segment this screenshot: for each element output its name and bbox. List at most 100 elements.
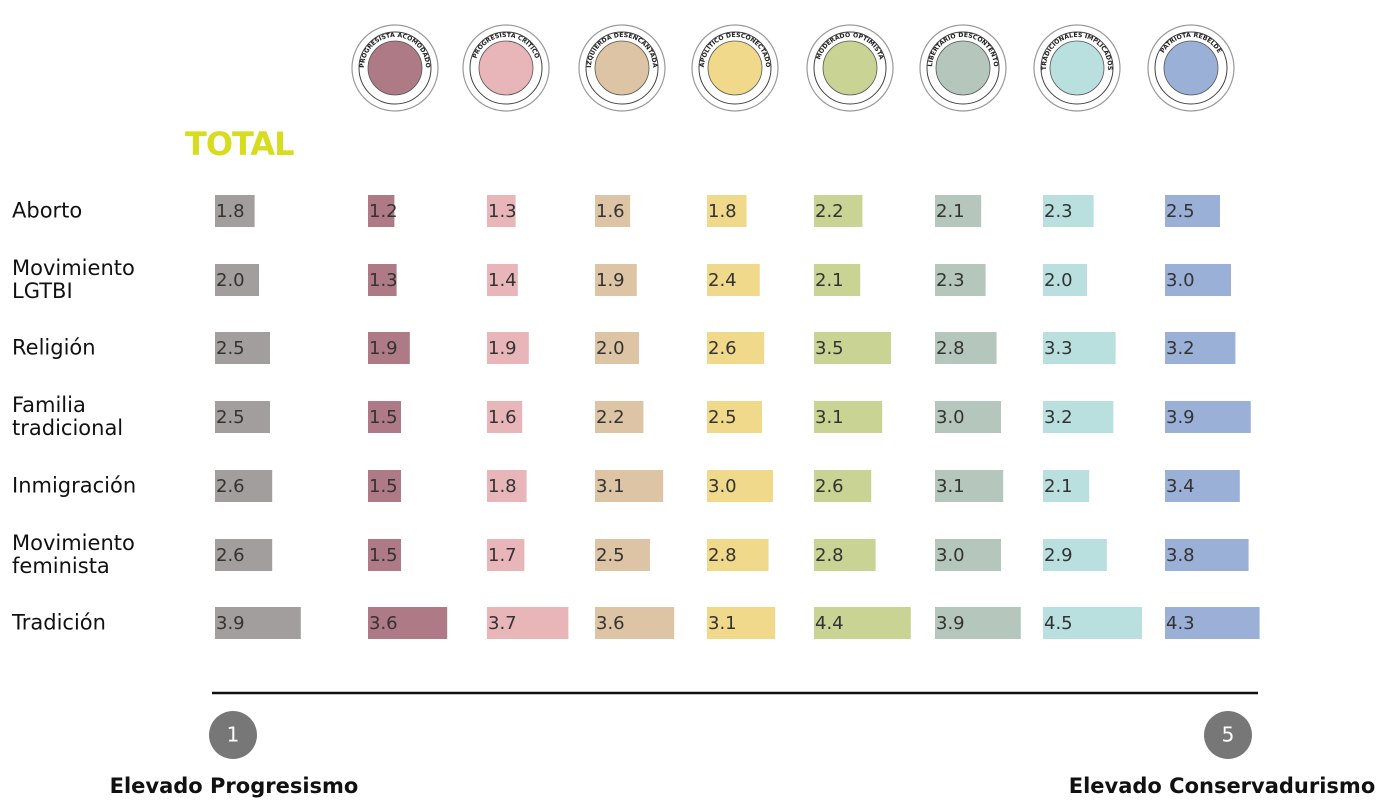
bar (814, 607, 911, 639)
value-label: 1.6 (488, 407, 517, 428)
value-label: 1.8 (488, 476, 517, 497)
row-label: Movimiento LGTBI (12, 256, 135, 303)
value-label: 1.5 (369, 476, 398, 497)
bar (707, 607, 776, 639)
value-label: 3.1 (936, 476, 965, 497)
value-label: 2.2 (596, 407, 625, 428)
bar (707, 332, 765, 364)
bar (1043, 264, 1087, 296)
bar (707, 195, 747, 227)
value-label: 1.6 (596, 201, 625, 222)
bar (368, 607, 448, 639)
value-label: 1.3 (488, 201, 517, 222)
bar (595, 195, 631, 227)
value-label: 1.3 (369, 270, 398, 291)
value-label: 4.5 (1044, 613, 1073, 634)
row-label: Aborto (12, 198, 83, 223)
bar (487, 332, 529, 364)
bar (368, 539, 401, 571)
icon-fill (822, 40, 878, 96)
bar (1043, 539, 1107, 571)
value-label: 2.8 (708, 545, 737, 566)
bar (1165, 539, 1249, 571)
value-label: 1.4 (488, 270, 517, 291)
bar (1165, 607, 1260, 639)
value-label: 3.3 (1044, 338, 1073, 359)
bar (814, 195, 863, 227)
value-label: 2.0 (1044, 270, 1073, 291)
bar (707, 470, 773, 502)
bar (814, 539, 876, 571)
value-label: 3.0 (936, 407, 965, 428)
bar (487, 264, 518, 296)
value-label: 3.4 (1166, 476, 1195, 497)
value-label: 2.0 (596, 338, 625, 359)
value-label: 2.8 (936, 338, 965, 359)
value-label: 3.7 (488, 613, 517, 634)
row-label: Movimiento feminista (12, 531, 135, 578)
bar (215, 401, 270, 433)
value-label: 2.1 (815, 270, 844, 291)
value-label: 1.7 (488, 545, 517, 566)
bar (935, 195, 982, 227)
value-label: 3.9 (216, 613, 245, 634)
row-label: Religión (12, 335, 96, 360)
value-label: 1.9 (369, 338, 398, 359)
value-label: 2.5 (1166, 201, 1195, 222)
bar (814, 470, 872, 502)
bar (1165, 264, 1231, 296)
value-label: 2.5 (216, 338, 245, 359)
icon-fill (478, 40, 534, 96)
bar (215, 607, 301, 639)
bar (487, 470, 527, 502)
bar (1165, 195, 1220, 227)
value-label: 2.5 (596, 545, 625, 566)
bar (1043, 470, 1090, 502)
value-label: 3.0 (1166, 270, 1195, 291)
value-label: 2.6 (216, 545, 245, 566)
value-label: 1.5 (369, 545, 398, 566)
value-label: 3.6 (369, 613, 398, 634)
bar (368, 470, 401, 502)
bar (368, 264, 397, 296)
bar (595, 470, 664, 502)
value-label: 1.8 (216, 201, 245, 222)
scale-dot (209, 711, 257, 759)
icon-fill (707, 40, 763, 96)
value-label: 1.2 (369, 201, 398, 222)
value-label: 3.1 (815, 407, 844, 428)
icon-fill (935, 40, 991, 96)
scale-value: 5 (1222, 723, 1235, 747)
value-label: 3.0 (936, 545, 965, 566)
bar (595, 332, 639, 364)
bar (707, 264, 760, 296)
bar (1043, 332, 1116, 364)
bar (1165, 470, 1240, 502)
value-label: 2.1 (1044, 476, 1073, 497)
bar (707, 539, 769, 571)
value-label: 3.2 (1166, 338, 1195, 359)
value-label: 1.5 (369, 407, 398, 428)
value-label: 3.8 (1166, 545, 1195, 566)
bar (368, 195, 395, 227)
bar (814, 264, 861, 296)
bar (487, 539, 525, 571)
value-label: 3.5 (815, 338, 844, 359)
bar (487, 607, 569, 639)
value-label: 2.4 (708, 270, 737, 291)
segment-icon: PROGRESISTA CRÍTICO (462, 24, 550, 112)
segment-icon: PATRIOTA REBELDE (1147, 24, 1235, 112)
bar (1043, 401, 1114, 433)
value-label: 2.6 (216, 476, 245, 497)
bar (595, 607, 675, 639)
bar (814, 332, 891, 364)
scale-label: Elevado Progresismo (110, 774, 359, 798)
icon-fill (1163, 40, 1219, 96)
bar (595, 539, 650, 571)
segment-icon: APOLÍTICO DESCONECTADO (691, 24, 779, 112)
value-label: 2.1 (936, 201, 965, 222)
scale-label: Elevado Conservadurismo (1069, 774, 1376, 798)
bar (215, 539, 273, 571)
